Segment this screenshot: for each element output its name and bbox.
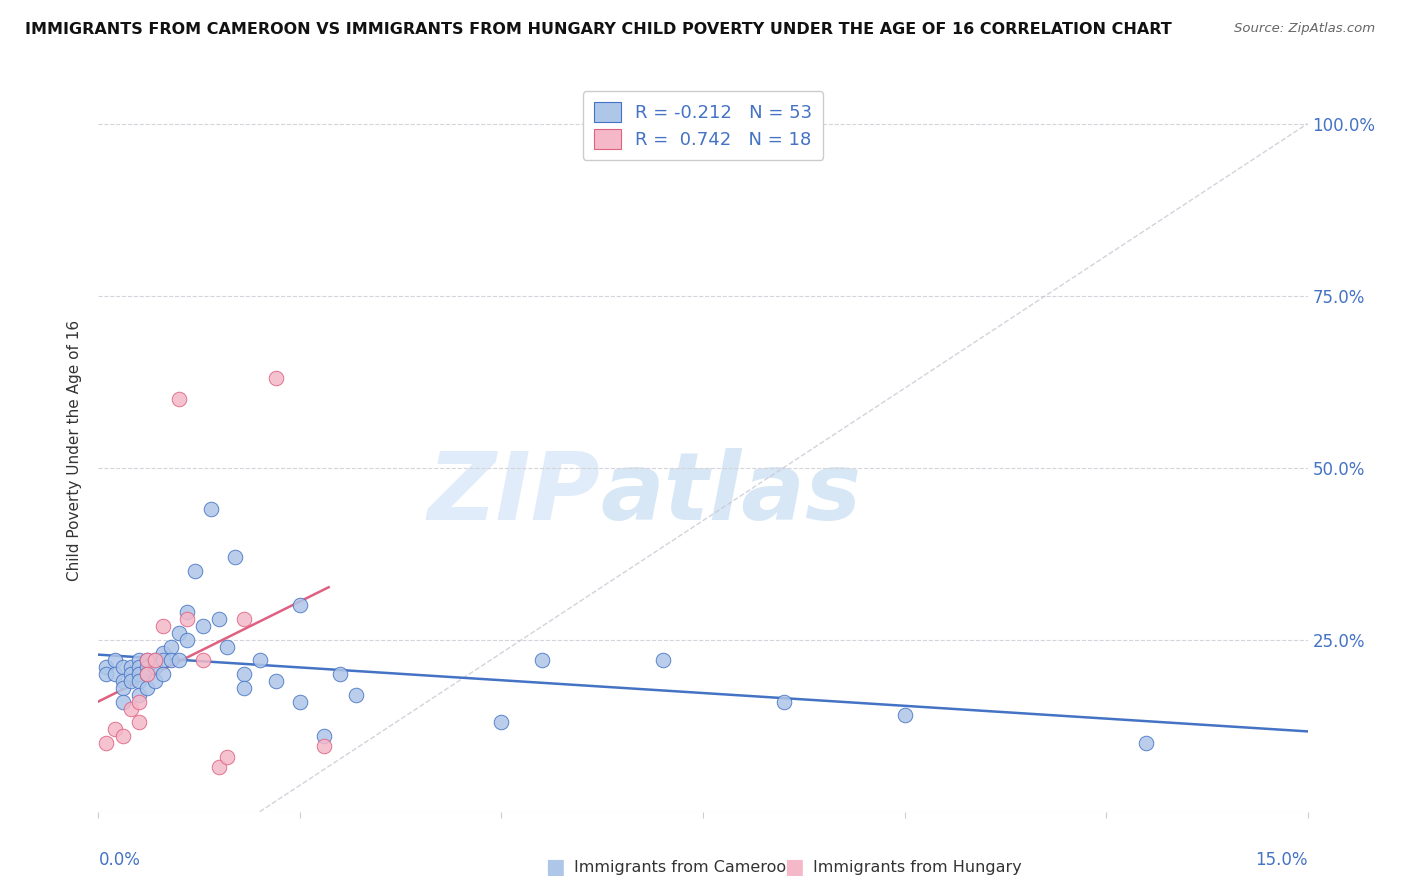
Point [135,653,157,667]
Point [167,392,190,406]
Point [128,688,150,702]
Point [128,695,150,709]
Point [232,667,254,681]
Point [288,695,311,709]
Point [143,660,166,674]
Text: Immigrants from Hungary: Immigrants from Hungary [813,860,1021,874]
Point [128,673,150,688]
Point [288,599,311,613]
Point [176,632,198,647]
Point [167,625,190,640]
Text: atlas: atlas [600,448,862,540]
Point [111,681,134,695]
Point [135,667,157,681]
Text: ■: ■ [546,857,565,877]
Point [111,695,134,709]
Point [184,564,207,578]
Point [135,667,157,681]
Point [651,653,673,667]
Point [329,667,352,681]
Point [193,653,215,667]
Point [96,660,118,674]
Point [193,619,215,633]
Point [143,653,166,667]
Point [152,667,174,681]
Point [208,612,231,626]
Point [491,715,513,730]
Point [160,640,183,654]
Text: ■: ■ [785,857,804,877]
Point [772,695,794,709]
Point [152,647,174,661]
Point [530,653,553,667]
Text: Immigrants from Cameroon: Immigrants from Cameroon [574,860,796,874]
Point [135,653,157,667]
Y-axis label: Child Poverty Under the Age of 16: Child Poverty Under the Age of 16 [67,320,83,581]
Point [264,673,287,688]
Point [120,660,142,674]
Point [217,749,239,764]
Point [111,660,134,674]
Point [128,667,150,681]
Point [1135,736,1157,750]
Text: Source: ZipAtlas.com: Source: ZipAtlas.com [1234,22,1375,36]
Point [232,612,254,626]
Point [152,653,174,667]
Point [176,612,198,626]
Point [217,640,239,654]
Point [143,653,166,667]
Point [128,660,150,674]
Point [344,688,367,702]
Text: 15.0%: 15.0% [1256,852,1308,870]
Point [96,667,118,681]
Point [120,701,142,715]
Point [128,653,150,667]
Legend: R = -0.212   N = 53, R =  0.742   N = 18: R = -0.212 N = 53, R = 0.742 N = 18 [583,91,823,160]
Point [135,681,157,695]
Point [103,653,125,667]
Point [111,673,134,688]
Point [224,550,246,565]
Point [176,605,198,619]
Point [96,736,118,750]
Point [200,502,222,516]
Point [103,667,125,681]
Point [103,722,125,736]
Text: IMMIGRANTS FROM CAMEROON VS IMMIGRANTS FROM HUNGARY CHILD POVERTY UNDER THE AGE : IMMIGRANTS FROM CAMEROON VS IMMIGRANTS F… [25,22,1173,37]
Point [143,673,166,688]
Point [120,673,142,688]
Point [152,619,174,633]
Point [893,708,915,723]
Point [314,739,336,754]
Text: ZIP: ZIP [427,448,600,540]
Point [208,760,231,774]
Point [120,667,142,681]
Point [160,653,183,667]
Point [135,660,157,674]
Point [249,653,271,667]
Point [111,729,134,743]
Point [167,653,190,667]
Point [264,371,287,385]
Point [314,729,336,743]
Point [232,681,254,695]
Text: 0.0%: 0.0% [98,852,141,870]
Point [128,715,150,730]
